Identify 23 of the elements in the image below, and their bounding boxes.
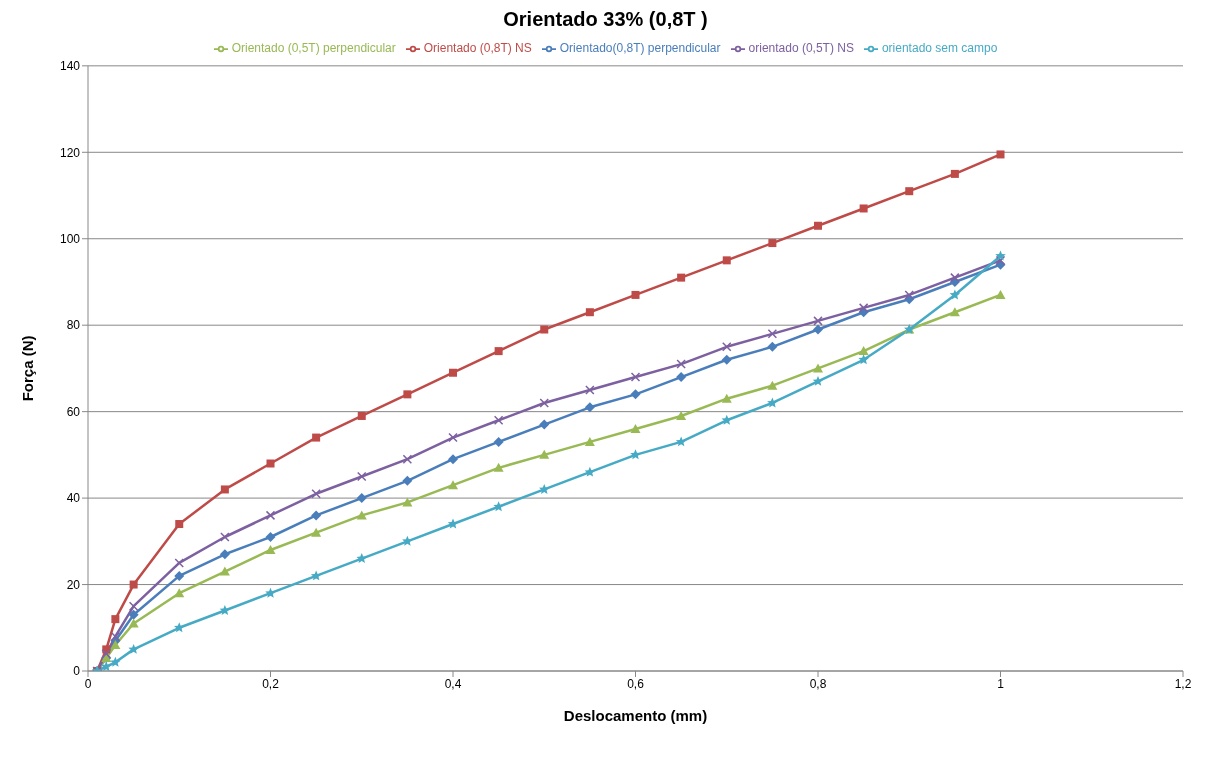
y-tick-label: 60: [66, 404, 81, 419]
x-tick-label: 1: [997, 676, 1005, 691]
y-tick-label: 100: [59, 231, 81, 246]
chart-title: Orientado 33% (0,8T ): [502, 8, 709, 31]
x-axis-title: Deslocamento (mm): [563, 707, 708, 724]
legend-label: orientado (0,5T) NS: [748, 41, 854, 55]
y-tick-label: 80: [66, 318, 81, 333]
legend-label: Orientado (0,8T) NS: [423, 41, 532, 55]
y-tick-label: 40: [66, 491, 81, 506]
y-tick-label: 140: [59, 59, 81, 74]
x-tick-label: 1,2: [1174, 676, 1192, 691]
x-tick-label: 0: [84, 676, 92, 691]
legend-label: Orientado(0,8T) perpendicular: [559, 41, 721, 55]
y-tick-label: 20: [66, 577, 81, 592]
legend-label: Orientado (0,5T) perpendicular: [231, 41, 396, 55]
y-tick-label: 0: [73, 664, 81, 679]
y-axis-title: Força (N): [19, 335, 37, 402]
x-tick-label: 0,8: [809, 676, 827, 691]
x-tick-label: 0,4: [444, 676, 462, 691]
legend-label: orientado sem campo: [881, 41, 998, 55]
y-tick-label: 120: [59, 145, 81, 160]
x-tick-label: 0,6: [627, 676, 645, 691]
x-tick-label: 0,2: [262, 676, 280, 691]
